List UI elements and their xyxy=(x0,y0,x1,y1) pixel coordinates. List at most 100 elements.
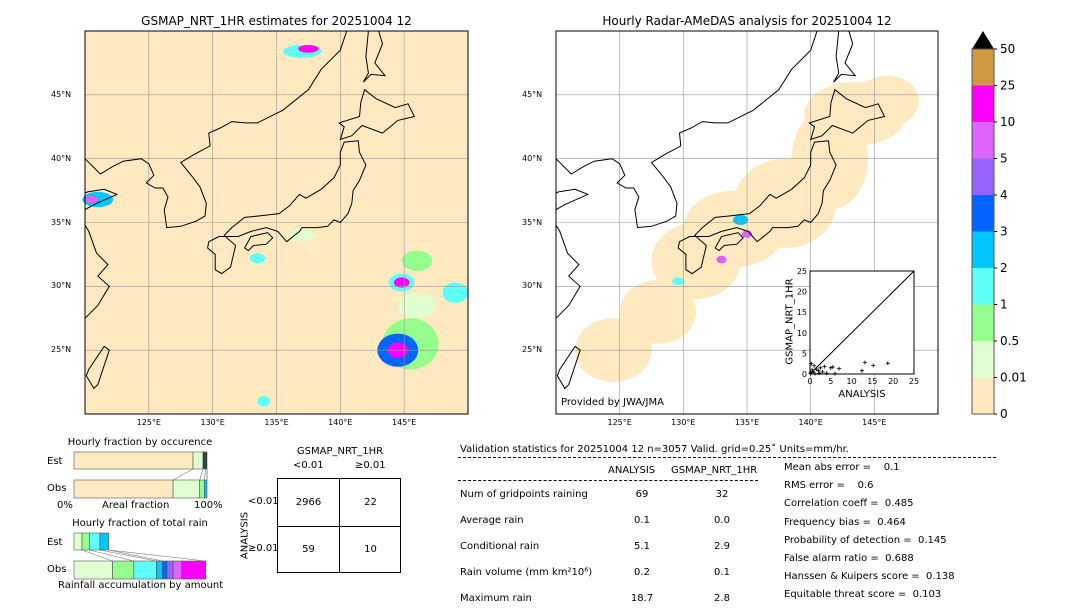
cell-1-0: 59 xyxy=(302,544,315,555)
lat-tick-label: 25°N xyxy=(51,345,72,355)
colorbar-label: 1 xyxy=(1000,298,1008,312)
scatter-point xyxy=(860,368,864,373)
rain-area xyxy=(257,396,271,407)
stat-analysis: 0.1 xyxy=(634,515,650,526)
scatter-point xyxy=(809,361,814,366)
diagonal-line xyxy=(809,270,915,375)
scatter-xtick: 5 xyxy=(828,377,833,386)
rain-area xyxy=(142,83,181,94)
scatter-plot: 00 5 5 10 10 15 15 20 20 25 25 xyxy=(797,267,919,386)
scatter-point xyxy=(871,363,876,368)
scatter-point xyxy=(808,370,813,375)
obs-bar-segment xyxy=(156,560,163,580)
occ-row-est: Est xyxy=(47,456,63,467)
validation-header: Validation statistics for 20251004 12 n=… xyxy=(460,444,849,455)
rain-area xyxy=(393,277,410,288)
col-gsmap: GSMAP_NRT_1HR xyxy=(671,465,758,476)
connector-line xyxy=(81,549,113,562)
contingency-table: 2966 22 59 10 xyxy=(277,478,401,573)
connector-line xyxy=(108,549,206,562)
lon-tick-label: 125°E xyxy=(607,418,632,427)
rain-xlabel: Rainfall accumulation by amount xyxy=(58,580,224,591)
left-map-title: GSMAP_NRT_1HR estimates for 20251004 12 xyxy=(141,14,412,28)
lat-tick-label: 30°N xyxy=(522,281,543,291)
contingency-col-title: GSMAP_NRT_1HR xyxy=(296,446,384,457)
right-map xyxy=(555,30,939,415)
connector-line xyxy=(172,468,194,481)
lon-tick-label: 135°E xyxy=(264,418,289,427)
rain-area xyxy=(671,277,685,286)
coastline-shandong xyxy=(555,188,590,211)
scatter-ytick: 0 xyxy=(802,370,807,379)
coastline-sakhalin xyxy=(362,30,387,83)
scatter-ytick: 10 xyxy=(797,329,807,338)
colorbar-segment xyxy=(972,158,994,195)
obs-bar-segment xyxy=(133,560,157,580)
contingency-col-1: ≥0.01 xyxy=(355,460,386,471)
coastline-mainland xyxy=(555,224,581,319)
scatter-point xyxy=(817,371,822,376)
contingency-col-0: <0.01 xyxy=(293,460,324,471)
occ-xlabel-mid: Areal fraction xyxy=(102,500,170,511)
lat-tick-label: 35°N xyxy=(51,217,72,227)
occ-xlabel-right: 100% xyxy=(194,500,223,511)
map-frame xyxy=(84,30,469,415)
cell-0-0: 2966 xyxy=(295,497,322,508)
left-map xyxy=(82,30,469,415)
lat-tick-label: 45°N xyxy=(522,89,543,99)
rain-area xyxy=(716,255,727,264)
coastline-honshu xyxy=(223,140,367,243)
scatter-ytick: 20 xyxy=(797,288,807,297)
rain-area xyxy=(619,279,697,344)
stat-gsmap: 0.1 xyxy=(714,567,730,578)
lat-tick-label: 45°N xyxy=(51,89,72,99)
stat-gsmap: 32 xyxy=(715,489,729,500)
obs-bar-segment xyxy=(112,560,135,580)
lon-tick-label: 130°E xyxy=(200,418,225,427)
obs-bar-segment xyxy=(172,560,183,580)
scatter-xlabel: ANALYSIS xyxy=(838,389,886,400)
coastline-shikoku xyxy=(243,232,274,252)
stat-analysis: 69 xyxy=(635,489,649,500)
rain-chart xyxy=(73,532,206,580)
obs-bar-segment xyxy=(166,560,174,580)
rain-row-est: Est xyxy=(47,537,63,548)
contingency-row-0: <0.01 xyxy=(248,496,279,507)
rain-area xyxy=(171,116,203,132)
rain-area xyxy=(732,214,749,226)
obs-bar-segment xyxy=(172,479,200,499)
rain-area xyxy=(298,45,319,53)
score-line: RMS error = 0.6 xyxy=(784,480,874,492)
scatter-xtick: 10 xyxy=(847,377,857,386)
scatter-point xyxy=(822,364,827,369)
coastline-taiwan xyxy=(556,345,581,390)
colorbar-segment xyxy=(972,85,994,122)
contingency-row-title: ANALYSIS xyxy=(239,511,251,560)
colorbar-segment xyxy=(972,377,994,414)
rain-row-obs: Obs xyxy=(47,564,67,575)
obs-bar-segment xyxy=(73,560,113,580)
rain-area xyxy=(836,176,862,192)
stat-label: Maximum rain xyxy=(460,593,532,604)
lat-tick-label: 35°N xyxy=(522,217,543,227)
scatter-point xyxy=(812,371,817,376)
stat-analysis: 0.2 xyxy=(634,567,650,578)
header-divider xyxy=(458,457,996,458)
est-bar-segment xyxy=(202,451,206,470)
rain-area xyxy=(702,221,741,237)
connector-line xyxy=(204,468,206,481)
occ-row-obs: Obs xyxy=(47,483,67,494)
obs-bar-segment xyxy=(162,560,168,580)
rain-area xyxy=(855,75,919,127)
est-bar-segment xyxy=(205,451,208,470)
est-bar-segment xyxy=(73,532,83,551)
colorbar-label: 50 xyxy=(1000,42,1015,56)
rain-area xyxy=(289,228,315,242)
scatter-point xyxy=(812,363,817,368)
scatter-point xyxy=(830,364,835,369)
colorbar-label: 4 xyxy=(1000,188,1008,202)
colorbar-label: 0.5 xyxy=(1000,334,1019,348)
coastline-honshu xyxy=(694,140,837,243)
score-line: Frequency bias = 0.464 xyxy=(784,516,906,528)
coastline-taiwan xyxy=(85,345,110,390)
